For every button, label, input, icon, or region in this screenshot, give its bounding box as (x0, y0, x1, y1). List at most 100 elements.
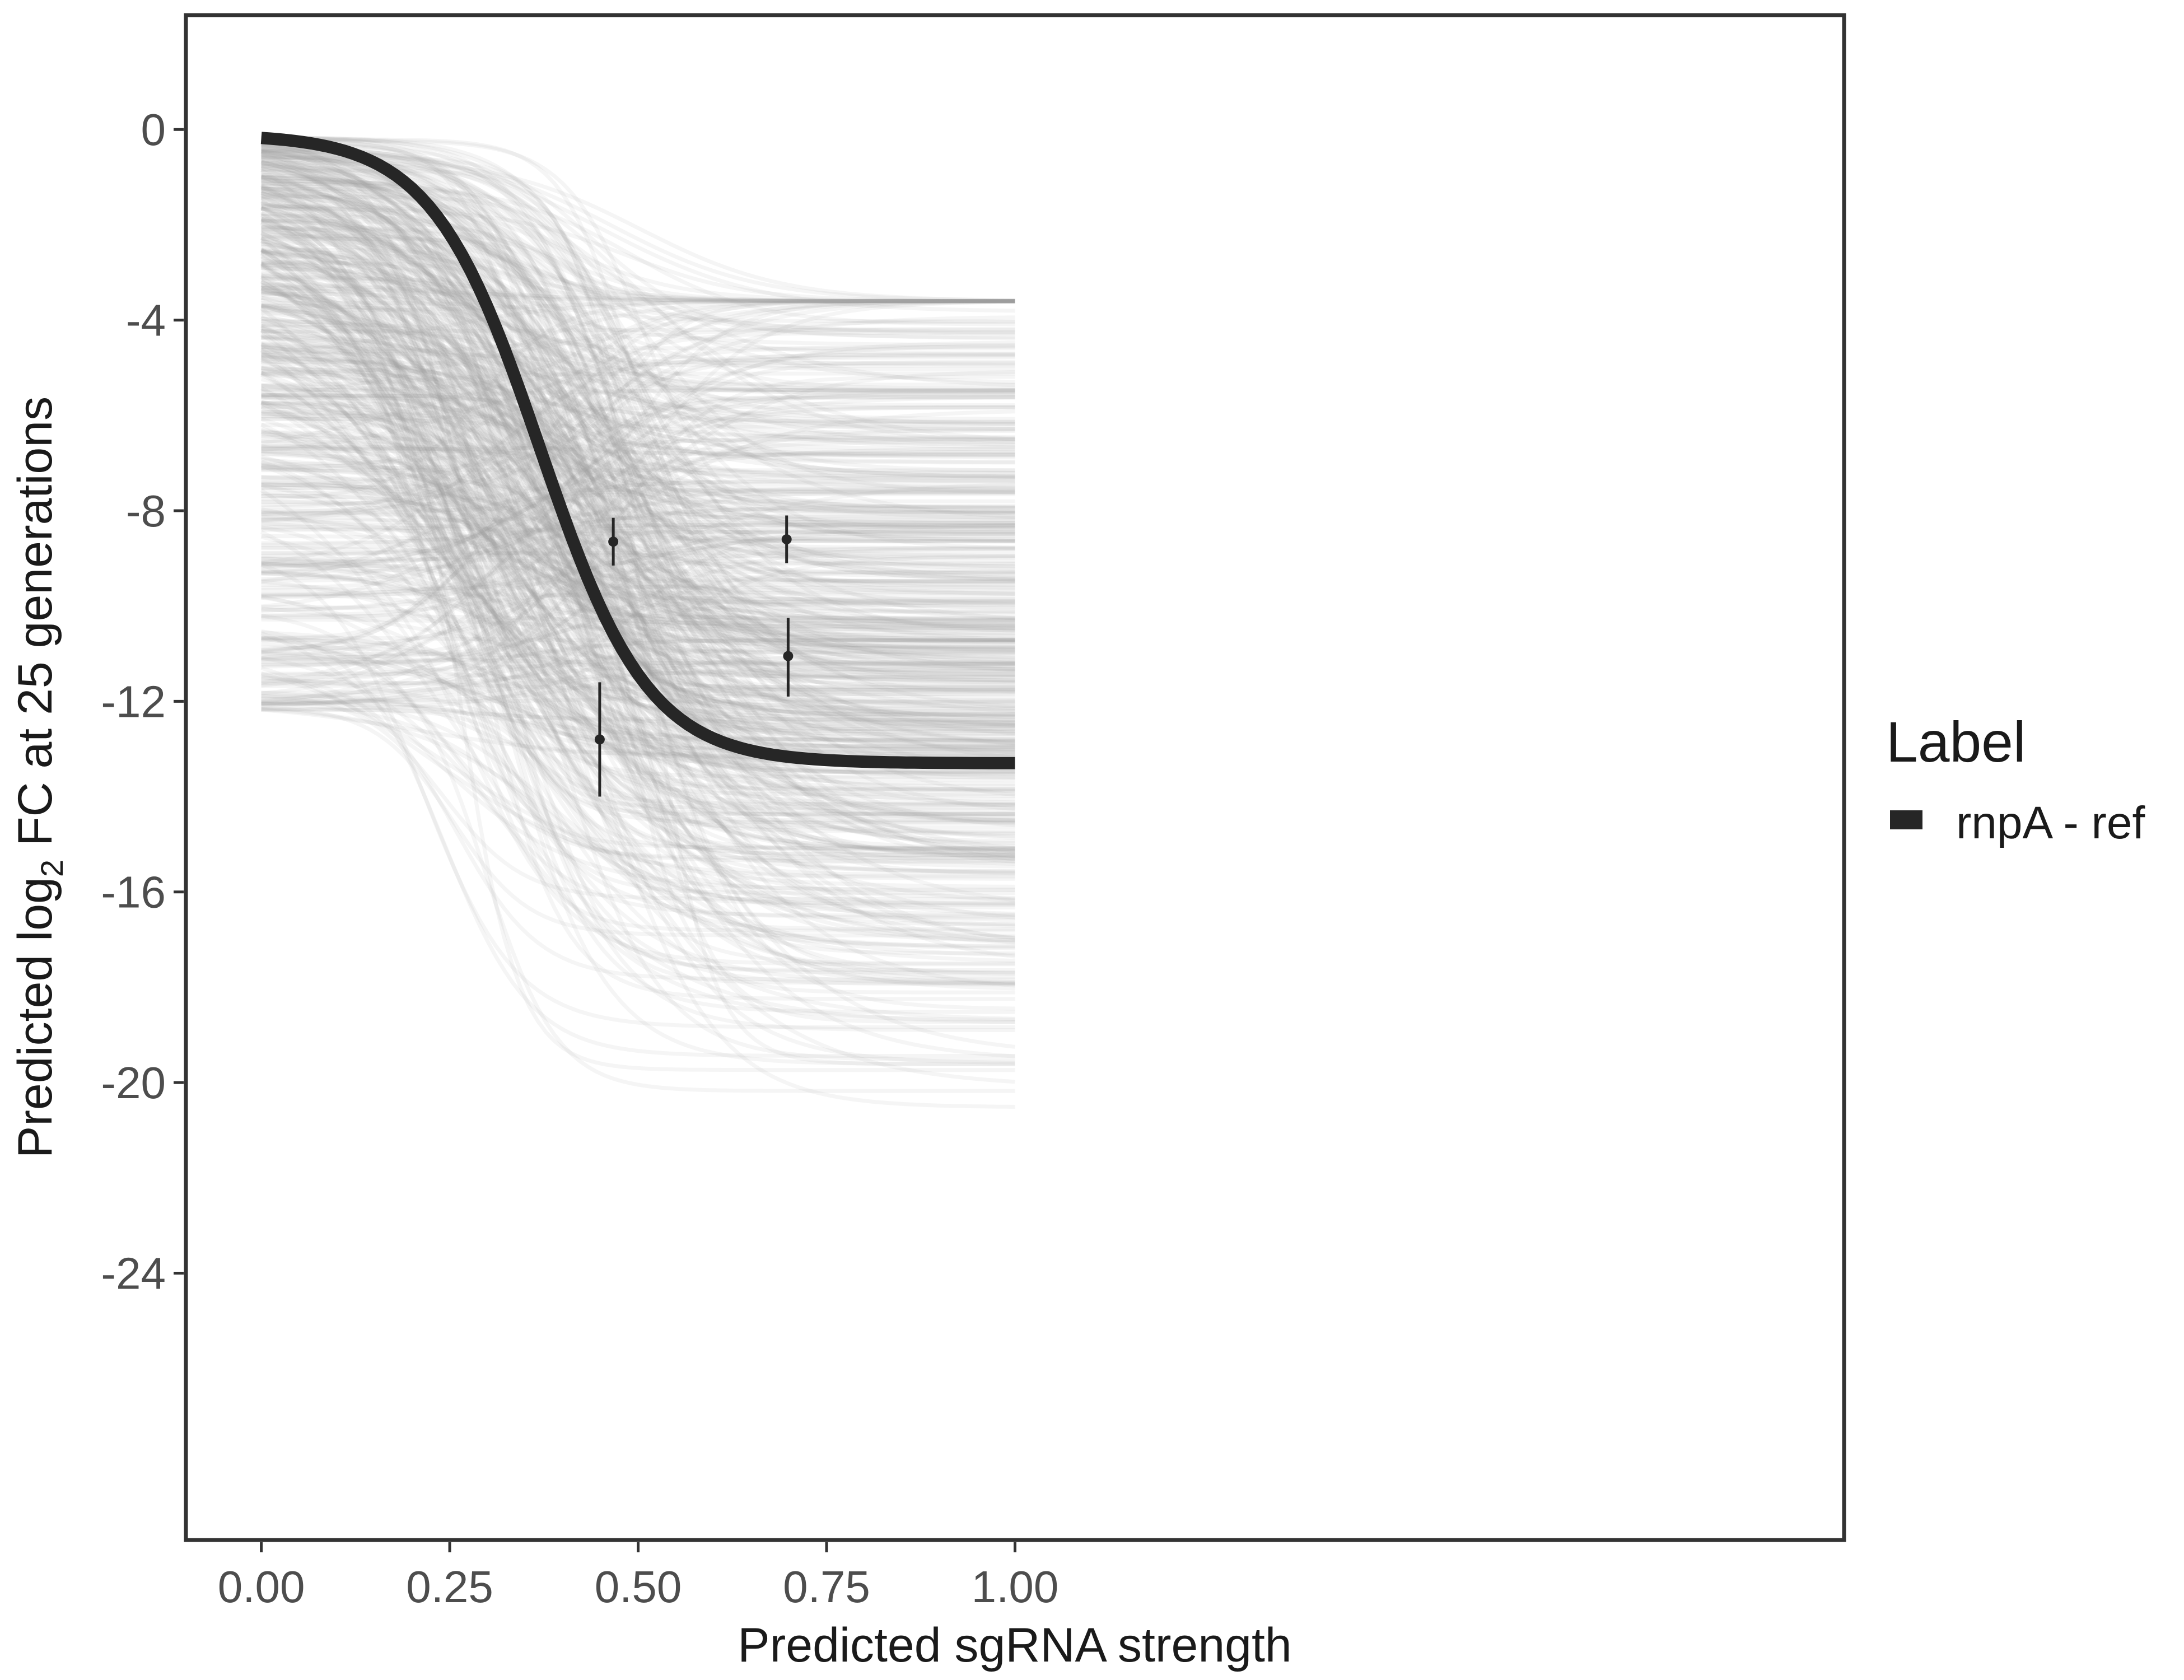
posterior-draw-line (260, 631, 1015, 892)
posterior-draw-line (260, 422, 1015, 815)
posterior-draw-line (261, 259, 1015, 542)
posterior-draw-line (261, 414, 1015, 509)
posterior-draw-line (261, 296, 1015, 1065)
posterior-draw-line (261, 500, 1015, 642)
posterior-draw-line (261, 212, 1015, 810)
posterior-draw-line (261, 320, 1015, 507)
posterior-draw-line (261, 375, 1015, 666)
posterior-draw-line (261, 225, 1015, 543)
posterior-draw-line (261, 299, 1015, 565)
posterior-draw-line (260, 191, 1015, 475)
posterior-draw-line (261, 432, 1015, 1109)
posterior-draw-line (261, 512, 1015, 604)
posterior-draw-line (261, 440, 1015, 661)
posterior-draw-line (261, 461, 1015, 782)
posterior-draw-line (261, 155, 1015, 302)
posterior-draw-line (261, 396, 1015, 424)
posterior-draw-line (261, 300, 1015, 685)
posterior-draw-line (260, 196, 1015, 623)
posterior-draw-line (261, 179, 1015, 586)
posterior-draw-line (260, 371, 1015, 866)
posterior-draw-line (261, 179, 1015, 716)
posterior-draw-line (261, 592, 1015, 601)
posterior-draw-line (261, 554, 1015, 712)
posterior-draw-line (261, 494, 1015, 754)
posterior-draw-line (261, 196, 1015, 614)
posterior-draw-line (260, 248, 1015, 753)
posterior-draw-line (261, 175, 1015, 303)
posterior-draw-line (261, 150, 1015, 479)
posterior-draw-line (261, 174, 1015, 720)
posterior-draw-line (261, 235, 1015, 693)
posterior-draw-line (261, 434, 1015, 906)
observation-point (594, 734, 605, 745)
posterior-draw-line (261, 299, 1015, 501)
posterior-draw-line (260, 236, 1015, 805)
posterior-draw-line (261, 158, 1015, 642)
posterior-draw-line (261, 395, 1015, 688)
posterior-draw-line (260, 400, 1015, 724)
posterior-draw-line (260, 189, 1015, 515)
posterior-draw-line (261, 417, 1015, 429)
posterior-draw-line (261, 570, 1015, 695)
posterior-draw-line (261, 651, 1015, 794)
posterior-draw-line (261, 176, 1015, 590)
posterior-draw-line (261, 388, 1015, 631)
posterior-draw-line (261, 707, 1015, 722)
posterior-draw-line (261, 427, 1015, 688)
posterior-draw-line (261, 342, 1015, 728)
x-tick-label: 0.75 (783, 1562, 870, 1612)
posterior-draw-line (261, 499, 1015, 555)
posterior-draw-line (261, 207, 1015, 824)
x-tick-label: 0.50 (595, 1562, 682, 1612)
posterior-draw-line (261, 218, 1015, 590)
posterior-draw-line (261, 281, 1015, 605)
posterior-draw-line (261, 234, 1015, 788)
posterior-draw-line (261, 487, 1015, 933)
posterior-draw-line (261, 371, 1015, 457)
posterior-draw-line (261, 142, 1015, 942)
posterior-draw-line (260, 213, 1015, 940)
posterior-draw-line (261, 360, 1015, 545)
posterior-draw-line (261, 679, 1015, 693)
main-curve-layer (260, 132, 1015, 769)
posterior-draw-line (261, 277, 1015, 955)
posterior-draw-line (261, 562, 1015, 648)
posterior-draw-line (260, 405, 1015, 710)
posterior-draw-line (260, 356, 1015, 736)
posterior-draw-line (261, 636, 1015, 643)
posterior-draw-line (260, 455, 1015, 1084)
posterior-draw-line (261, 200, 1015, 365)
posterior-draw-line (261, 140, 1015, 387)
posterior-draw-line (261, 344, 1015, 746)
posterior-draw-line (260, 157, 1015, 858)
posterior-draw-line (261, 178, 1015, 683)
y-axis-title: Predicted log2 FC at 25 generations (8, 396, 69, 1158)
posterior-draw-line (261, 701, 1015, 906)
posterior-draw-line (261, 645, 1015, 776)
posterior-draw-line (261, 263, 1015, 368)
posterior-draw-line (261, 430, 1015, 536)
posterior-draw-line (261, 458, 1015, 713)
posterior-draw-line (261, 146, 1015, 797)
posterior-draw-line (261, 405, 1015, 421)
posterior-draw-line (261, 409, 1015, 704)
posterior-draw-line (260, 427, 1015, 793)
posterior-draw-line (261, 311, 1015, 421)
posterior-draw-line (261, 600, 1015, 707)
posterior-draw-line (260, 168, 1015, 717)
posterior-draw-line (260, 372, 1015, 717)
posterior-draw-line (261, 299, 1015, 312)
posterior-draw-line (261, 259, 1015, 854)
posterior-draw-line (261, 144, 1015, 495)
posterior-draw-line (261, 511, 1015, 655)
posterior-draw-line (261, 394, 1015, 666)
posterior-draw-line (260, 176, 1015, 673)
posterior-draw-line (260, 248, 1015, 826)
posterior-draw-line (261, 410, 1015, 671)
posterior-draw-line (260, 185, 1015, 568)
posterior-draw-line (261, 583, 1015, 696)
posterior-draw-line (260, 399, 1015, 751)
posterior-draw-line (260, 183, 1015, 525)
posterior-draw-line (261, 286, 1015, 303)
